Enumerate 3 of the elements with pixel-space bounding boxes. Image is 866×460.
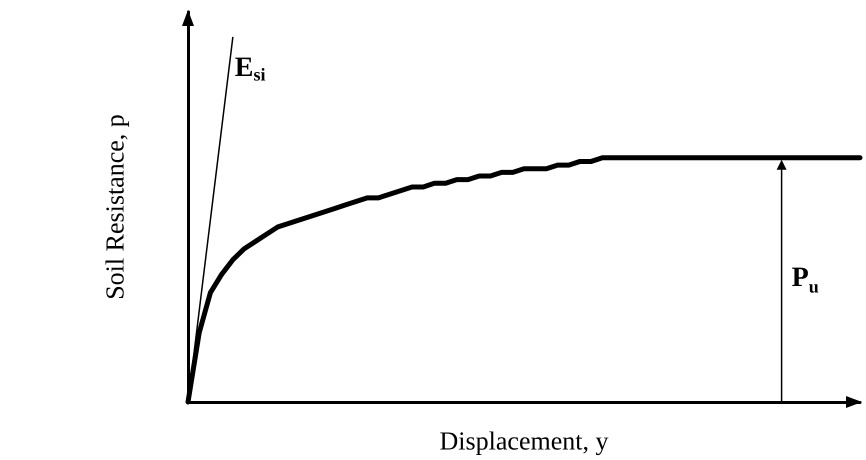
x-axis-title: Displacement, y xyxy=(440,426,608,456)
annotation: P$_{u}$ xyxy=(792,262,819,296)
y-axis-title: Soil Resistance, p xyxy=(100,114,130,300)
